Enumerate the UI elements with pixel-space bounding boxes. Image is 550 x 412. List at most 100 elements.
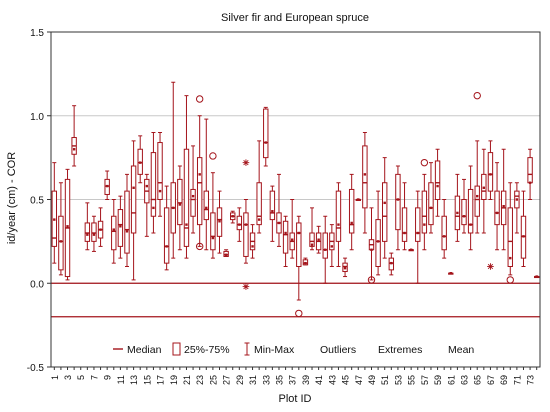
mean-point xyxy=(238,223,241,226)
x-tick-label: 5 xyxy=(76,375,86,380)
box-iqr xyxy=(322,232,328,259)
legend-mean-label: Mean xyxy=(448,344,474,356)
box-iqr xyxy=(487,152,494,192)
mean-point xyxy=(456,211,459,215)
box-iqr xyxy=(382,182,388,242)
box-plot-item xyxy=(520,190,527,267)
x-tick-label: 71 xyxy=(512,375,522,385)
box-plot-item xyxy=(420,158,429,251)
x-tick-label: 53 xyxy=(393,375,403,385)
x-tick-label: 33 xyxy=(261,375,271,385)
outlier-point xyxy=(473,91,481,100)
extreme-point xyxy=(242,159,250,166)
extreme-point xyxy=(242,283,250,290)
box-plot-item xyxy=(137,135,143,184)
box-iqr xyxy=(401,207,408,242)
box-plot-item xyxy=(382,157,388,259)
box-iqr xyxy=(117,209,124,247)
mean-point xyxy=(449,272,452,275)
mean-point xyxy=(224,253,228,256)
x-axis-label: Plot ID xyxy=(278,393,311,405)
x-tick-label: 27 xyxy=(222,375,232,385)
x-tick-label: 3 xyxy=(63,375,73,380)
mean-point xyxy=(390,261,393,265)
mean-point xyxy=(324,248,327,251)
mean-point xyxy=(92,233,96,236)
mean-point xyxy=(231,215,234,218)
y-axis-label: id/year (cm) - COR xyxy=(6,152,18,244)
box-plot-item xyxy=(428,162,434,234)
box-iqr xyxy=(124,190,130,254)
box-iqr xyxy=(236,215,243,231)
mean-point xyxy=(271,210,274,213)
box-plot-item xyxy=(104,170,110,200)
box-plot-item xyxy=(249,224,256,259)
mean-point xyxy=(495,211,499,215)
mean-point xyxy=(158,189,162,193)
box-plot-item xyxy=(454,173,461,242)
mean-point xyxy=(489,173,492,176)
mean-point xyxy=(396,198,400,201)
box-iqr xyxy=(348,188,355,234)
box-plot-item xyxy=(91,215,97,252)
mean-point xyxy=(205,206,208,210)
box-iqr xyxy=(428,182,434,226)
box-plot-item xyxy=(157,132,163,217)
box-plot-item xyxy=(256,140,262,234)
box-plot-item xyxy=(236,207,243,242)
y-ticks: -0.5 0.0 0.5 1.0 1.5 xyxy=(27,28,51,374)
box-iqr xyxy=(84,222,91,242)
outlier-point xyxy=(195,95,204,103)
x-tick-label: 43 xyxy=(327,375,337,385)
mean-point xyxy=(172,206,175,210)
mean-point xyxy=(251,245,254,248)
extreme-mark-stroke xyxy=(243,283,249,290)
box-iqr xyxy=(263,108,269,159)
box-plot-item xyxy=(64,168,71,281)
box-iqr xyxy=(421,190,428,234)
mean-point xyxy=(132,186,135,189)
box-iqr xyxy=(269,190,276,221)
x-tick-label: 49 xyxy=(367,375,377,385)
box-iqr xyxy=(415,207,421,242)
extreme-point xyxy=(487,263,494,270)
mean-point xyxy=(515,198,519,201)
box-iqr xyxy=(196,157,203,226)
mean-point xyxy=(469,223,472,226)
box-plot-item xyxy=(362,132,368,234)
mean-point xyxy=(304,261,307,265)
box-plot-item xyxy=(514,182,520,234)
mean-point xyxy=(218,220,221,223)
box-plot-item xyxy=(84,202,91,251)
box-plot-item xyxy=(395,165,401,251)
mean-point xyxy=(423,223,426,226)
x-tick-label: 45 xyxy=(341,375,351,385)
box-plot-item xyxy=(177,165,183,251)
box-plot-item xyxy=(329,224,335,267)
box-iqr xyxy=(157,142,163,201)
box-iqr xyxy=(111,215,117,251)
x-tick-label: 31 xyxy=(248,375,258,385)
box-plot-item xyxy=(533,275,540,279)
box-plot-item xyxy=(481,148,487,234)
mean-point xyxy=(139,161,142,164)
legend-outliers-label: Outliers xyxy=(320,344,356,356)
x-tick-label: 39 xyxy=(301,375,311,385)
mean-point xyxy=(429,206,433,210)
mean-point xyxy=(535,275,538,278)
box-plot-item xyxy=(388,252,395,276)
box-plot-item xyxy=(144,173,150,237)
box-plot-item xyxy=(408,248,414,252)
box-plot-item xyxy=(190,145,196,234)
mean-point xyxy=(290,238,294,241)
box-iqr xyxy=(494,190,500,226)
mean-point xyxy=(277,221,281,225)
mean-point xyxy=(99,228,102,231)
y-tick-label: 1.5 xyxy=(30,28,44,39)
mean-point xyxy=(476,194,479,198)
x-tick-label: 59 xyxy=(433,375,443,385)
box-plot-item xyxy=(367,207,376,284)
outlier-point xyxy=(506,276,514,284)
legend-median-label: Median xyxy=(127,344,162,356)
box-plot-item xyxy=(150,132,157,234)
